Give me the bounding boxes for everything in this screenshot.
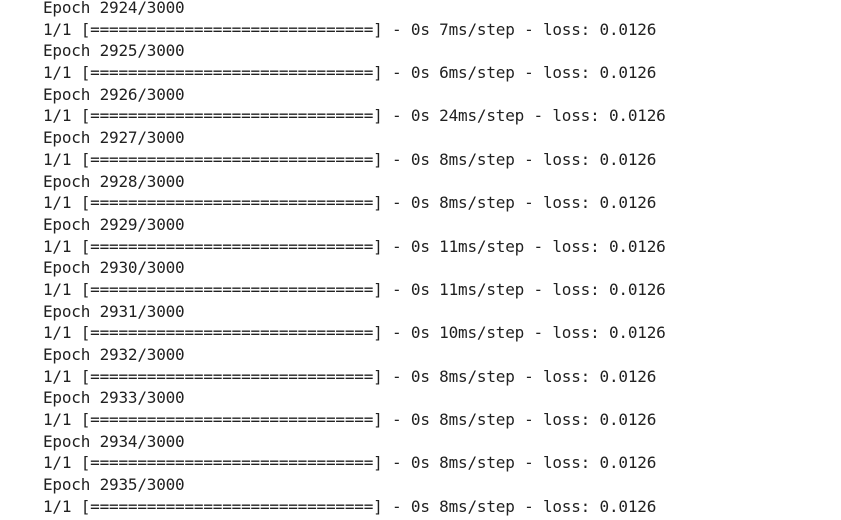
epoch-line: Epoch 2935/3000 [43, 475, 185, 495]
progress-line: 1/1 [==============================] - 0… [43, 106, 666, 126]
epoch-line: Epoch 2925/3000 [43, 41, 185, 61]
progress-line: 1/1 [==============================] - 0… [43, 193, 657, 213]
epoch-line: Epoch 2931/3000 [43, 301, 185, 321]
progress-line: 1/1 [==============================] - 0… [43, 453, 657, 473]
epoch-line: Epoch 2932/3000 [43, 345, 185, 364]
progress-line: 1/1 [==============================] - 0… [43, 323, 666, 343]
epoch-line: Epoch 2933/3000 [43, 388, 185, 408]
progress-line: 1/1 [==============================] - 0… [43, 366, 657, 386]
progress-line: 1/1 [==============================] - 0… [43, 149, 657, 169]
epoch-line: Epoch 2929/3000 [43, 214, 185, 234]
training-log: Epoch 2924/3000 1/1 [===================… [43, 0, 666, 518]
progress-line: 1/1 [==============================] - 0… [43, 19, 657, 39]
epoch-line: Epoch 2934/3000 [43, 431, 185, 451]
epoch-line: Epoch 2924/3000 [43, 0, 185, 17]
epoch-line: Epoch 2928/3000 [43, 171, 185, 191]
epoch-line: Epoch 2927/3000 [43, 128, 185, 148]
epoch-line: Epoch 2926/3000 [43, 84, 185, 104]
progress-line: 1/1 [==============================] - 0… [43, 63, 657, 83]
progress-line: 1/1 [==============================] - 0… [43, 236, 666, 256]
progress-line: 1/1 [==============================] - 0… [43, 410, 657, 430]
progress-line: 1/1 [==============================] - 0… [43, 279, 666, 299]
epoch-line: Epoch 2930/3000 [43, 258, 185, 278]
progress-line: 1/1 [==============================] - 0… [43, 496, 657, 516]
